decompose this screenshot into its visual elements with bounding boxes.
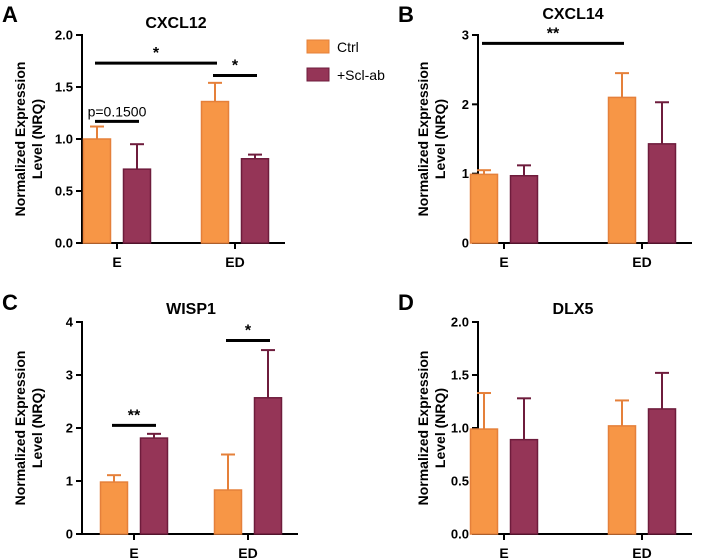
panel-b: B CXCL14 Normalized ExpressionLevel (NRQ) 0…: [398, 2, 692, 270]
bar-ed-ctrl: [200, 100, 230, 244]
bar-ed-scl-ab: [647, 143, 677, 244]
panel-letter: A: [2, 2, 18, 27]
y-axis-label: Normalized ExpressionLevel (NRQ): [415, 351, 448, 506]
bar-ed-ctrl: [607, 425, 637, 535]
significance-label: **: [547, 25, 560, 42]
legend: Ctrl +Scl-ab: [306, 39, 385, 83]
y-axis-label-line-1: Normalized Expression: [415, 62, 431, 217]
y-tick-label: 0.5: [55, 184, 73, 199]
bar-ed-scl-ab: [647, 408, 677, 535]
legend-swatch-ctrl: [306, 39, 330, 54]
x-tick-label: ED: [632, 545, 651, 558]
legend-label-scl-ab: +Scl-ab: [337, 67, 385, 83]
significance-label: *: [245, 323, 252, 340]
panel-letter: B: [398, 2, 414, 27]
chart-title: CXCL14: [542, 6, 603, 23]
bar-e-ctrl: [469, 173, 499, 244]
significance-label: **: [128, 407, 141, 424]
panel-letter: C: [2, 290, 18, 315]
y-axis-label: Normalized ExpressionLevel (NRQ): [12, 62, 45, 217]
x-tick-label: ED: [238, 545, 257, 558]
y-axis-label: Normalized ExpressionLevel (NRQ): [415, 62, 448, 217]
y-tick-label: 4: [66, 315, 74, 330]
bar-e-scl-ab: [139, 437, 169, 535]
y-tick-label: 1: [462, 166, 469, 181]
chart-title: DLX5: [553, 301, 594, 318]
y-tick-label: 1.5: [55, 80, 73, 95]
y-tick-label: 2: [66, 421, 73, 436]
y-axis-label-line-2: Level (NRQ): [29, 388, 45, 468]
y-tick-label: 0.0: [55, 236, 73, 251]
legend-swatch-scl-ab: [306, 67, 330, 82]
y-tick-label: 1.0: [451, 421, 469, 436]
bar-ed-scl-ab: [240, 158, 270, 244]
chart-title: CXCL12: [145, 15, 206, 32]
panel-c: C WISP1 Normalized ExpressionLevel (NRQ) 0 1…: [2, 290, 298, 558]
bar-e-ctrl: [99, 481, 129, 535]
x-tick-label: ED: [632, 254, 651, 270]
significance-label: *: [153, 45, 160, 62]
bar-e-ctrl: [82, 138, 112, 244]
bar-e-scl-ab: [509, 438, 539, 535]
bar-e-scl-ab: [122, 168, 152, 244]
bar-ed-ctrl: [607, 96, 637, 244]
y-axis-label-line-1: Normalized Expression: [12, 351, 28, 506]
panel-d: D DLX5 Normalized ExpressionLevel (NRQ) 0.0…: [398, 290, 692, 558]
x-tick-label: E: [112, 254, 121, 270]
x-tick-label: ED: [225, 254, 244, 270]
significance-label: *: [232, 58, 239, 75]
y-tick-label: 2.0: [451, 315, 469, 330]
y-tick-label: 1.5: [451, 368, 469, 383]
y-tick-label: 3: [66, 368, 73, 383]
y-axis-label: Normalized ExpressionLevel (NRQ): [12, 351, 45, 506]
y-tick-label: 0.0: [451, 527, 469, 542]
chart-title: WISP1: [166, 301, 216, 318]
y-axis-label-line-1: Normalized Expression: [12, 62, 28, 217]
x-tick-label: E: [129, 545, 138, 558]
bar-e-scl-ab: [509, 174, 539, 244]
y-axis-label-line-2: Level (NRQ): [29, 99, 45, 179]
y-tick-label: 1: [66, 474, 73, 489]
y-axis-label-line-2: Level (NRQ): [432, 99, 448, 179]
panel-letter: D: [398, 290, 414, 315]
y-tick-label: 1.0: [55, 132, 73, 147]
y-axis-label-line-2: Level (NRQ): [432, 388, 448, 468]
y-axis-label-line-1: Normalized Expression: [415, 351, 431, 506]
y-tick-label: 0: [462, 236, 469, 251]
bar-ed-ctrl: [213, 489, 243, 535]
y-tick-label: 2.0: [55, 28, 73, 43]
x-tick-label: E: [499, 254, 508, 270]
bar-ed-scl-ab: [253, 397, 283, 535]
p-value-label: p=0.1500: [88, 103, 147, 119]
y-tick-label: 0: [66, 527, 73, 542]
y-tick-label: 3: [462, 28, 469, 43]
legend-label-ctrl: Ctrl: [337, 39, 359, 55]
x-tick-label: E: [499, 545, 508, 558]
bar-e-ctrl: [469, 428, 499, 535]
y-tick-label: 2: [462, 97, 469, 112]
panel-a: A CXCL12 Normalized ExpressionLevel (NRQ) 0…: [2, 2, 285, 270]
y-tick-label: 0.5: [451, 474, 469, 489]
